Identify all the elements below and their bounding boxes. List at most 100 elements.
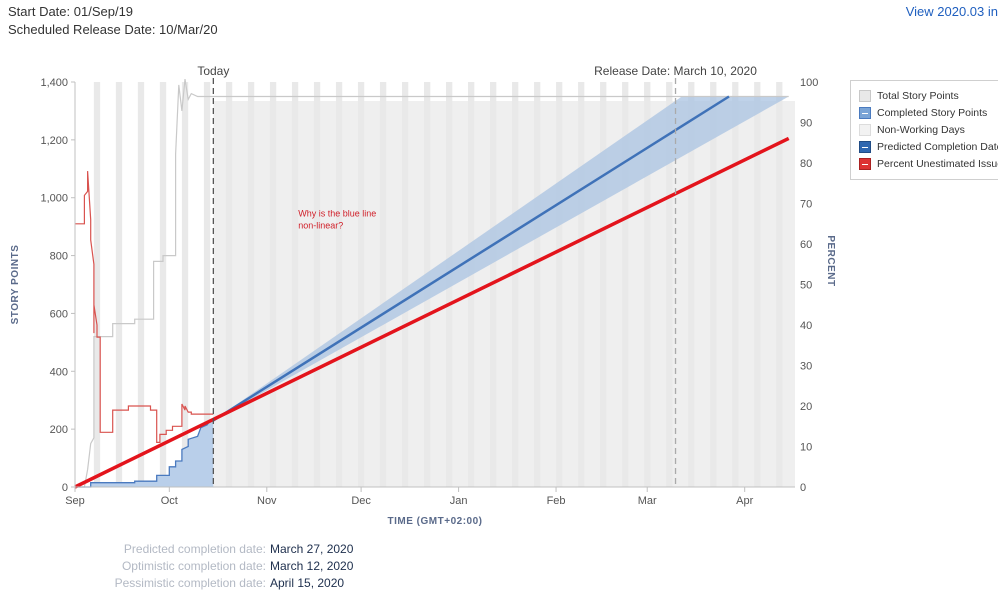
non-working-day-band	[644, 82, 651, 487]
legend-swatch-predicted	[859, 140, 871, 153]
legend: Total Story Points Completed Story Points…	[850, 80, 998, 180]
x-tick-label: Sep	[65, 495, 85, 507]
percent-unestimated-line	[75, 171, 214, 443]
completed-story-points-line	[75, 419, 214, 488]
non-working-day-band	[754, 82, 761, 487]
legend-swatch-unestimated	[859, 157, 871, 170]
non-working-day-band	[600, 82, 607, 487]
left-tick-label: 1,400	[40, 77, 68, 89]
right-tick-label: 90	[800, 118, 812, 130]
x-tick-label: Mar	[638, 495, 657, 507]
non-working-day-band	[137, 82, 145, 487]
optimistic-value: March 12, 2020	[270, 559, 354, 573]
non-working-day-band	[181, 82, 189, 487]
x-axis-title: TIME (GMT+02:00)	[388, 516, 483, 527]
right-tick-label: 40	[800, 320, 812, 332]
non-working-day-band	[534, 82, 541, 487]
red-trend-line	[74, 136, 790, 489]
left-tick-label: 0	[62, 482, 68, 494]
non-working-day-band	[556, 82, 563, 487]
x-tick-label: Jan	[450, 495, 468, 507]
predicted-value: March 27, 2020	[270, 542, 354, 556]
non-working-day-band	[688, 82, 695, 487]
non-working-day-band	[291, 82, 299, 487]
markers: Today Release Date: March 10, 2020	[197, 64, 757, 487]
non-working-day-band	[666, 82, 673, 487]
left-tick-label: 400	[50, 366, 68, 378]
non-working-day-band	[313, 82, 321, 487]
right-tick-label: 30	[800, 361, 812, 373]
non-working-day-band	[357, 82, 365, 487]
non-working-day-band	[115, 82, 123, 487]
non-working-day-band	[93, 82, 101, 487]
non-working-day-band	[247, 82, 255, 487]
pessimistic-row: Pessimistic completion date: April 15, 2…	[0, 576, 420, 593]
y-right-axis-title: PERCENT	[825, 235, 836, 286]
x-tick-label: Apr	[736, 495, 753, 507]
non-working-day-band	[622, 82, 629, 487]
right-tick-label: 50	[800, 280, 812, 292]
right-tick-label: 100	[800, 77, 818, 89]
total-story-points-line	[75, 79, 789, 488]
right-tick-label: 70	[800, 199, 812, 211]
left-tick-label: 200	[50, 424, 68, 436]
x-tick-label: Feb	[547, 495, 566, 507]
predicted-completion-line	[212, 95, 730, 422]
future-area	[213, 101, 796, 487]
completed-story-points-area	[75, 420, 214, 487]
right-tick-label: 20	[800, 401, 812, 413]
non-working-day-band	[335, 82, 343, 487]
legend-label: Completed Story Points	[877, 106, 988, 119]
right-tick-label: 80	[800, 158, 812, 170]
non-working-day-band	[159, 82, 167, 487]
legend-item-nonworking[interactable]: Non-Working Days	[859, 121, 998, 138]
legend-item-unestimated[interactable]: Percent Unestimated Issues	[859, 155, 998, 172]
right-tick-label: 0	[800, 482, 806, 494]
legend-item-predicted[interactable]: Predicted Completion Date	[859, 138, 998, 155]
pessimistic-label: Pessimistic completion date:	[114, 576, 266, 590]
view-version-link[interactable]: View 2020.03 in	[905, 4, 998, 19]
legend-label: Non-Working Days	[877, 123, 965, 136]
marker-label-release: Release Date: March 10, 2020	[594, 64, 757, 78]
legend-label: Total Story Points	[877, 89, 959, 102]
prediction-range-band	[213, 96, 789, 421]
y-left-axis-title: STORY POINTS	[10, 245, 21, 325]
predicted-label: Predicted completion date:	[123, 542, 266, 556]
start-date: Start Date: 01/Sep/19	[8, 4, 134, 19]
non-working-day-band	[710, 82, 717, 487]
non-working-day-band	[225, 82, 233, 487]
burnup-chart: 0 200 400 600 800 1,000 1,200 1,400 0 10 20 30 40 50 6…	[10, 64, 836, 527]
left-tick-label: 600	[50, 308, 68, 320]
non-working-day-band	[468, 82, 475, 487]
marker-label-today: Today	[197, 64, 229, 78]
annotation-line: non-linear?	[298, 221, 343, 231]
right-tick-label: 60	[800, 239, 812, 251]
legend-label: Percent Unestimated Issues	[877, 157, 998, 170]
non-working-day-band	[379, 82, 387, 487]
right-tick-label: 10	[800, 442, 812, 454]
legend-label: Predicted Completion Date	[877, 140, 998, 153]
non-working-day-band	[776, 82, 783, 487]
x-tick-label: Dec	[351, 495, 371, 507]
annotation: Why is the blue line non-linear?	[298, 209, 376, 231]
x-tick-label: Oct	[161, 495, 178, 507]
scheduled-release-date: Scheduled Release Date: 10/Mar/20	[8, 22, 218, 37]
legend-item-completed[interactable]: Completed Story Points	[859, 104, 998, 121]
axes: 0 200 400 600 800 1,000 1,200 1,400 0 10 20 30 40 50 6…	[10, 77, 836, 527]
optimistic-row: Optimistic completion date: March 12, 20…	[0, 559, 420, 576]
optimistic-label: Optimistic completion date:	[121, 559, 266, 573]
non-working-day-band	[512, 82, 519, 487]
non-working-day-band	[732, 82, 739, 487]
legend-swatch-completed	[859, 106, 871, 119]
x-tick-label: Nov	[257, 495, 277, 507]
non-working-day-band	[269, 82, 277, 487]
predicted-row: Predicted completion date: March 27, 202…	[0, 542, 420, 559]
completion-summary: Predicted completion date: March 27, 202…	[0, 542, 420, 593]
left-tick-label: 1,000	[40, 193, 68, 205]
legend-item-total[interactable]: Total Story Points	[859, 87, 998, 104]
pessimistic-value: April 15, 2020	[270, 576, 345, 590]
left-tick-label: 800	[50, 251, 68, 263]
legend-swatch-nonworking	[859, 123, 871, 136]
non-working-day-band	[203, 82, 211, 487]
legend-swatch-total	[859, 89, 871, 102]
